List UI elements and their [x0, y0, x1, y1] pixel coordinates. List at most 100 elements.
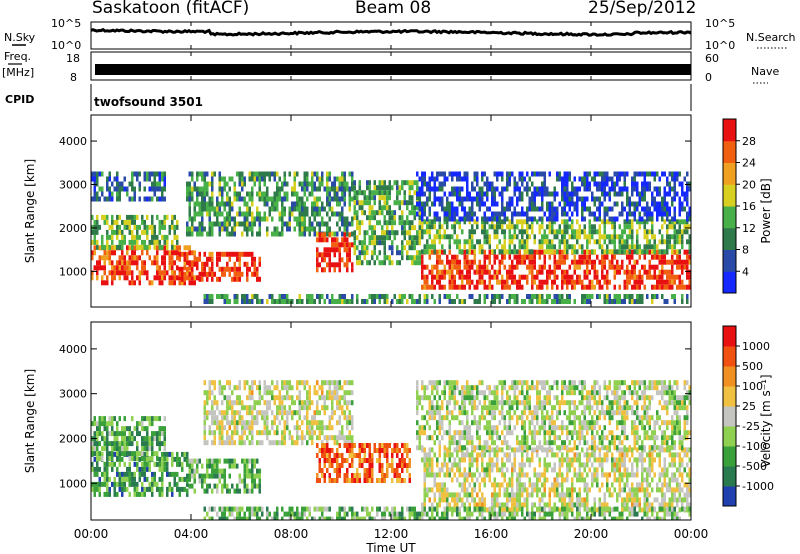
power-cell: [508, 269, 511, 275]
velocity-cell: [221, 410, 224, 416]
power-cell: [261, 171, 264, 177]
power-cell: [423, 201, 426, 207]
power-cell: [521, 181, 524, 187]
power-cell: [103, 196, 106, 202]
power-cell: [288, 221, 291, 227]
power-cell: [678, 284, 681, 290]
velocity-cell: [223, 425, 226, 431]
power-cell: [173, 214, 176, 220]
power-cell: [363, 255, 366, 261]
velocity-cell: [96, 471, 99, 477]
power-cell: [468, 229, 471, 235]
power-cell: [283, 299, 286, 304]
power-cell: [143, 186, 146, 192]
velocity-cell: [123, 471, 126, 477]
power-cell: [426, 181, 429, 187]
power-cell: [211, 276, 214, 282]
velocity-cell: [501, 472, 504, 478]
velocity-cell: [333, 478, 336, 483]
power-cell: [631, 211, 634, 217]
velocity-cell: [498, 492, 501, 498]
power-cell: [188, 206, 191, 212]
velocity-cell: [326, 395, 329, 401]
velocity-cell: [451, 467, 454, 473]
power-cell: [226, 251, 229, 257]
power-cell: [336, 262, 339, 268]
power-cell: [366, 185, 369, 191]
velocity-cell: [221, 440, 224, 446]
power-cell: [333, 262, 336, 268]
velocity-cell: [123, 431, 126, 437]
power-cell: [373, 180, 376, 186]
power-cell: [106, 229, 109, 235]
velocity-cell: [106, 466, 109, 472]
power-cell: [133, 234, 136, 240]
power-cell: [318, 226, 321, 232]
power-cell: [103, 265, 106, 271]
power-cell: [96, 270, 99, 276]
power-cell: [496, 269, 499, 275]
power-cell: [573, 229, 576, 235]
power-cell: [593, 216, 596, 222]
power-cell: [461, 284, 464, 290]
power-cell: [606, 171, 609, 177]
power-cell: [143, 265, 146, 271]
power-cell: [231, 176, 234, 182]
power-cell: [363, 230, 366, 236]
power-cell: [533, 234, 536, 240]
power-cell: [163, 260, 166, 266]
power-cell: [438, 249, 441, 255]
velocity-cell: [423, 477, 426, 483]
power-cell: [673, 274, 676, 280]
velocity-cell: [423, 457, 426, 463]
power-cell: [386, 225, 389, 231]
velocity-cell: [401, 468, 404, 473]
power-cell: [596, 279, 599, 285]
velocity-cell: [431, 457, 434, 463]
power-cell: [306, 206, 309, 212]
power-cell: [286, 294, 289, 299]
velocity-cell: [251, 483, 254, 489]
power-cell: [146, 270, 149, 276]
power-cell: [663, 269, 666, 275]
velocity-cell: [136, 431, 139, 437]
power-cell: [161, 196, 164, 202]
velocity-cell: [428, 467, 431, 473]
power-cell: [91, 250, 94, 256]
power-cell: [308, 294, 311, 299]
power-cell: [488, 279, 491, 285]
power-cell: [246, 276, 249, 282]
power-cell: [258, 216, 261, 222]
power-cell: [226, 266, 229, 272]
power-cell: [366, 215, 369, 221]
power-cell: [471, 181, 474, 187]
power-cell: [138, 234, 141, 240]
power-cell: [518, 219, 521, 225]
velocity-cell: [258, 488, 261, 494]
power-cell: [498, 211, 501, 217]
power-cell: [561, 211, 564, 217]
velocity-cell: [443, 462, 446, 468]
power-colorbar-tick-label: 12: [742, 222, 756, 235]
power-cell: [486, 294, 489, 299]
power-cell: [378, 200, 381, 206]
power-cell: [553, 259, 556, 265]
power-cell: [493, 191, 496, 197]
power-cell: [568, 206, 571, 212]
power-cell: [351, 299, 354, 304]
power-cell: [331, 186, 334, 192]
power-cell: [346, 252, 349, 258]
power-cell: [556, 294, 559, 299]
power-cell: [353, 200, 356, 206]
velocity-cell: [498, 447, 501, 453]
velocity-cell: [126, 436, 129, 442]
power-cell: [241, 221, 244, 227]
power-cell: [518, 211, 521, 217]
power-cell: [253, 176, 256, 182]
station-title: Saskatoon (fitACF): [92, 0, 250, 18]
velocity-cell: [263, 385, 266, 391]
power-cell: [318, 232, 321, 238]
power-cell: [528, 249, 531, 255]
power-cell: [443, 181, 446, 187]
power-cell: [206, 171, 209, 177]
